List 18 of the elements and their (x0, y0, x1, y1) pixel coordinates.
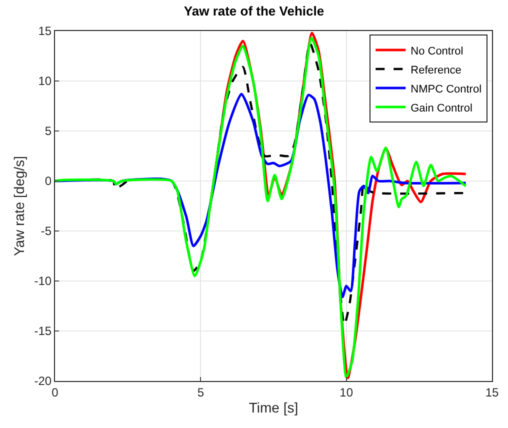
y-tick-label: -20 (34, 374, 52, 388)
y-tick-label: 15 (38, 24, 52, 38)
legend-label: Gain Control (410, 102, 472, 114)
y-tick-label: 0 (44, 174, 52, 188)
x-tick-label: 10 (340, 385, 354, 400)
y-axis-title: Yaw rate [deg/s] (10, 156, 27, 256)
legend-label: No Control (410, 45, 464, 58)
y-tick-label: 5 (44, 124, 52, 138)
x-tick-label: 15 (485, 385, 499, 400)
legend-label: Reference (410, 64, 462, 76)
y-tick-label: -10 (34, 274, 52, 288)
y-tick-label: 10 (38, 74, 52, 88)
x-tick-label: 5 (197, 385, 204, 400)
legend-label: NMPC Control (410, 83, 482, 96)
y-tick-label: -5 (40, 224, 52, 238)
x-axis-title: Time [s] (248, 400, 298, 416)
chart-title: Yaw rate of the Vehicle (184, 4, 324, 19)
y-tick-label: -15 (34, 324, 52, 338)
